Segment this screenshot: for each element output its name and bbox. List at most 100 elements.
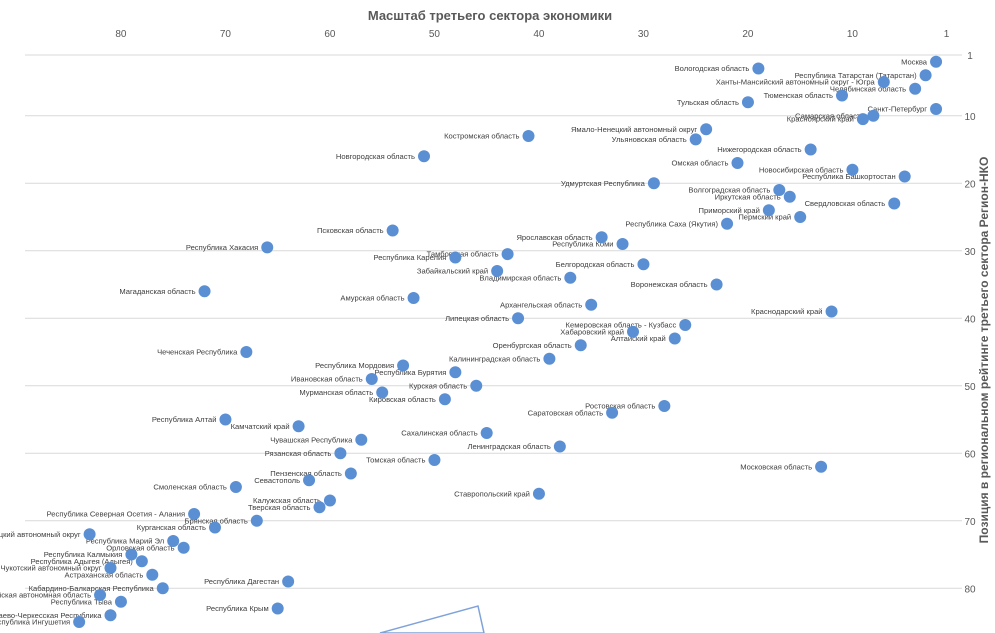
data-point: [512, 312, 525, 325]
data-point: [710, 278, 723, 291]
data-point: [491, 265, 504, 277]
data-point: [397, 359, 410, 372]
point-label: Республика Мордовия: [315, 361, 394, 370]
point-label: Орловская область: [106, 543, 174, 552]
data-point: [564, 271, 577, 284]
point-label: Ханты-Мансийский автономный округ - Югра: [716, 78, 876, 87]
x-tick-label: 1: [944, 29, 950, 40]
point-labels: Москва Вологодская область Республика Тата…: [0, 57, 928, 626]
data-point: [627, 325, 639, 338]
data-point: [752, 62, 765, 75]
data-point: [574, 339, 587, 352]
x-axis-ticks: 80 70 60 50 40 30 20 10 1: [115, 29, 949, 40]
data-point: [815, 460, 828, 473]
data-point: [73, 616, 86, 628]
data-point: [146, 568, 159, 581]
data-point: [689, 133, 702, 146]
data-point: [125, 548, 138, 561]
data-point: [877, 76, 890, 88]
point-label: Республика Северная Осетия - Алания: [47, 510, 186, 519]
point-label: Липецкая область: [445, 314, 509, 323]
data-point: [825, 305, 838, 318]
data-point: [449, 251, 462, 264]
point-label: Республика Хакасия: [186, 243, 258, 252]
data-point: [470, 379, 483, 392]
data-point: [856, 113, 869, 126]
point-label: Амурская область: [340, 294, 404, 303]
point-label: Чукотский автономный округ: [0, 564, 101, 573]
point-label: Нижегородская область: [717, 145, 801, 154]
data-point: [616, 238, 629, 250]
point-label: Магаданская область: [119, 287, 195, 296]
point-label: Пензенская область: [270, 469, 342, 478]
y-tick-label: 10: [964, 112, 976, 123]
point-label: Республика Бурятия: [374, 368, 446, 377]
data-point: [292, 420, 305, 433]
y-tick-label: 40: [964, 314, 976, 325]
point-label: Чеченская Республика: [157, 348, 238, 357]
point-label: Республика Саха (Якутия): [625, 219, 718, 228]
data-point: [344, 467, 357, 480]
x-tick-label: 60: [324, 29, 336, 40]
data-point: [543, 352, 556, 365]
y-tick-label: 50: [964, 382, 976, 393]
data-point: [104, 609, 117, 622]
y-tick-label: 70: [964, 517, 976, 528]
x-tick-label: 50: [429, 29, 441, 40]
data-point: [480, 427, 493, 439]
point-label: Хабаровский край: [560, 327, 624, 336]
data-point: [773, 184, 786, 196]
point-label: Камчатский край: [231, 422, 290, 431]
data-point: [94, 589, 107, 601]
point-label: Республика Ингушетия: [0, 618, 70, 627]
data-point: [762, 204, 775, 217]
point-label: Ненецкий автономный округ: [0, 530, 81, 539]
point-label: Республика Башкортостан: [802, 172, 895, 181]
chart-title: Масштаб третьего сектора экономики: [368, 8, 612, 23]
data-point: [783, 190, 796, 203]
data-point: [595, 231, 608, 244]
point-label: Новгородская область: [336, 152, 415, 161]
point-label: Еврейская автономная область: [0, 591, 91, 600]
data-point: [418, 150, 430, 163]
point-label: Республика Крым: [206, 604, 269, 613]
data-point: [250, 514, 263, 527]
data-point: [700, 123, 713, 136]
point-label: Курская область: [409, 381, 467, 390]
x-tick-label: 80: [115, 29, 127, 40]
point-label: Республика Татарстан (Татарстан): [795, 71, 917, 80]
point-label: Республика Адыгея (Адыгея): [31, 557, 134, 566]
point-label: Республика Марий Эл: [86, 537, 164, 546]
x-tick-label: 10: [847, 29, 859, 40]
point-label: Республика Карелия: [373, 253, 446, 262]
data-point: [658, 400, 671, 412]
data-point: [721, 217, 734, 230]
point-label: Воронежская область: [631, 280, 708, 289]
data-points: [73, 55, 943, 628]
point-label: Ямало-Ненецкий автономный округ: [571, 125, 697, 134]
point-label: Мурманская область: [299, 388, 373, 397]
data-point: [114, 595, 127, 608]
point-label: Алтайский край: [611, 334, 666, 343]
data-point: [240, 346, 253, 358]
point-label: Ульяновская область: [612, 135, 687, 144]
data-point: [303, 474, 316, 487]
data-point: [731, 157, 744, 169]
x-tick-label: 70: [220, 29, 232, 40]
point-label: Челябинская область: [830, 84, 906, 93]
data-point: [930, 103, 943, 115]
point-label: Омская область: [672, 159, 729, 168]
data-point: [156, 582, 169, 595]
point-label: Севастополь: [254, 476, 300, 485]
point-label: Пермский край: [738, 213, 791, 222]
point-label: Курганская область: [137, 523, 206, 532]
point-label: Иркутская область: [715, 192, 781, 201]
point-label: Республика Тыва: [51, 597, 113, 606]
data-point: [198, 285, 211, 298]
point-label: Республика Калмыкия: [44, 550, 123, 559]
y-tick-label: 80: [964, 584, 976, 595]
data-point: [407, 292, 420, 304]
data-point: [188, 508, 201, 520]
point-label: Тюменская область: [764, 91, 833, 100]
point-label: Рязанская область: [265, 449, 332, 458]
